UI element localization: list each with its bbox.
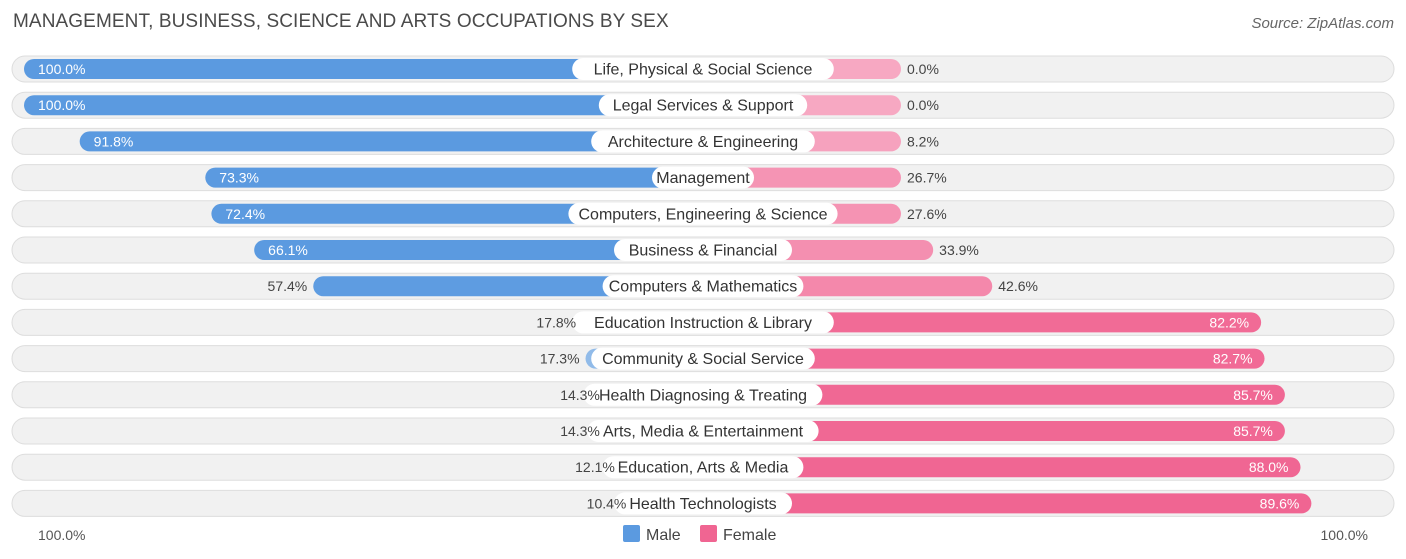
female-value-label: 85.7% (1233, 387, 1273, 403)
female-value-label: 82.7% (1213, 351, 1253, 367)
category-label: Architecture & Engineering (608, 134, 798, 151)
category-label: Health Technologists (629, 496, 776, 513)
category-label-background (602, 275, 804, 298)
male-value-label: 100.0% (38, 97, 85, 113)
category-label: Computers & Mathematics (609, 279, 798, 296)
male-value-label: 100.0% (38, 61, 85, 77)
female-value-label: 82.2% (1209, 314, 1249, 330)
male-value-label: 17.8% (536, 314, 576, 330)
chart-title: MANAGEMENT, BUSINESS, SCIENCE AND ARTS O… (13, 11, 669, 32)
category-label-background (591, 347, 815, 370)
category-label-background (583, 383, 823, 406)
male-bar (205, 167, 703, 188)
female-value-label: 0.0% (907, 97, 939, 113)
female-bar (703, 348, 1265, 369)
male-bar (24, 95, 703, 116)
male-bar (79, 131, 704, 152)
female-value-label: 0.0% (907, 61, 939, 77)
female-value-label: 27.6% (907, 206, 947, 222)
category-label: Education, Arts & Media (618, 460, 789, 477)
female-value-label: 33.9% (939, 242, 979, 258)
male-value-label: 12.1% (575, 459, 615, 475)
category-label: Education Instruction & Library (594, 315, 812, 332)
axis-right-label: 100.0% (1321, 527, 1368, 543)
category-label-background (614, 492, 792, 515)
female-value-label: 26.7% (907, 170, 947, 186)
category-label: Management (656, 170, 750, 187)
male-value-label: 91.8% (94, 133, 134, 149)
male-value-label: 73.3% (219, 170, 259, 186)
category-label-background (568, 202, 838, 225)
female-value-label: 88.0% (1249, 459, 1289, 475)
female-value-label: 89.6% (1260, 495, 1300, 511)
female-bar (703, 384, 1285, 405)
category-label: Life, Physical & Social Science (594, 62, 813, 79)
male-value-label: 10.4% (587, 495, 627, 511)
category-label-background (602, 456, 804, 479)
female-bar (703, 457, 1301, 478)
male-value-label: 57.4% (268, 278, 308, 294)
legend-female-label: Female (723, 527, 776, 544)
category-label: Arts, Media & Entertainment (603, 424, 804, 441)
legend-male-swatch (623, 525, 640, 542)
female-bar (703, 493, 1312, 514)
male-bar (254, 240, 703, 260)
female-bar (703, 312, 1262, 333)
axis-left-label: 100.0% (38, 527, 85, 543)
category-label-background (598, 94, 808, 117)
category-label: Business & Financial (629, 243, 778, 260)
chart-rows: Life, Physical & Social Science 100.0% 0.0… (11, 55, 1395, 517)
legend: Male Female (623, 525, 776, 544)
category-label-background (572, 58, 834, 80)
legend-female-swatch (700, 525, 717, 542)
category-label-background (587, 420, 819, 442)
female-value-label: 8.2% (907, 133, 939, 149)
male-bar (24, 59, 703, 79)
category-label-background (572, 311, 834, 334)
female-value-label: 85.7% (1233, 423, 1273, 439)
category-label: Computers, Engineering & Science (578, 206, 827, 223)
category-label: Health Diagnosing & Treating (599, 387, 807, 404)
category-label-background (652, 166, 754, 189)
category-label: Legal Services & Support (613, 98, 794, 115)
male-value-label: 14.3% (560, 387, 600, 403)
source-credit: Source: ZipAtlas.com (1251, 15, 1394, 32)
male-value-label: 14.3% (560, 423, 600, 439)
male-value-label: 72.4% (225, 206, 265, 222)
category-label-background (591, 130, 815, 153)
female-value-label: 42.6% (998, 278, 1038, 294)
legend-male-label: Male (646, 527, 681, 544)
female-bar (703, 421, 1285, 441)
category-label-background (614, 239, 792, 261)
male-value-label: 17.3% (540, 351, 580, 367)
category-label: Community & Social Service (602, 351, 804, 368)
male-value-label: 66.1% (268, 242, 308, 258)
